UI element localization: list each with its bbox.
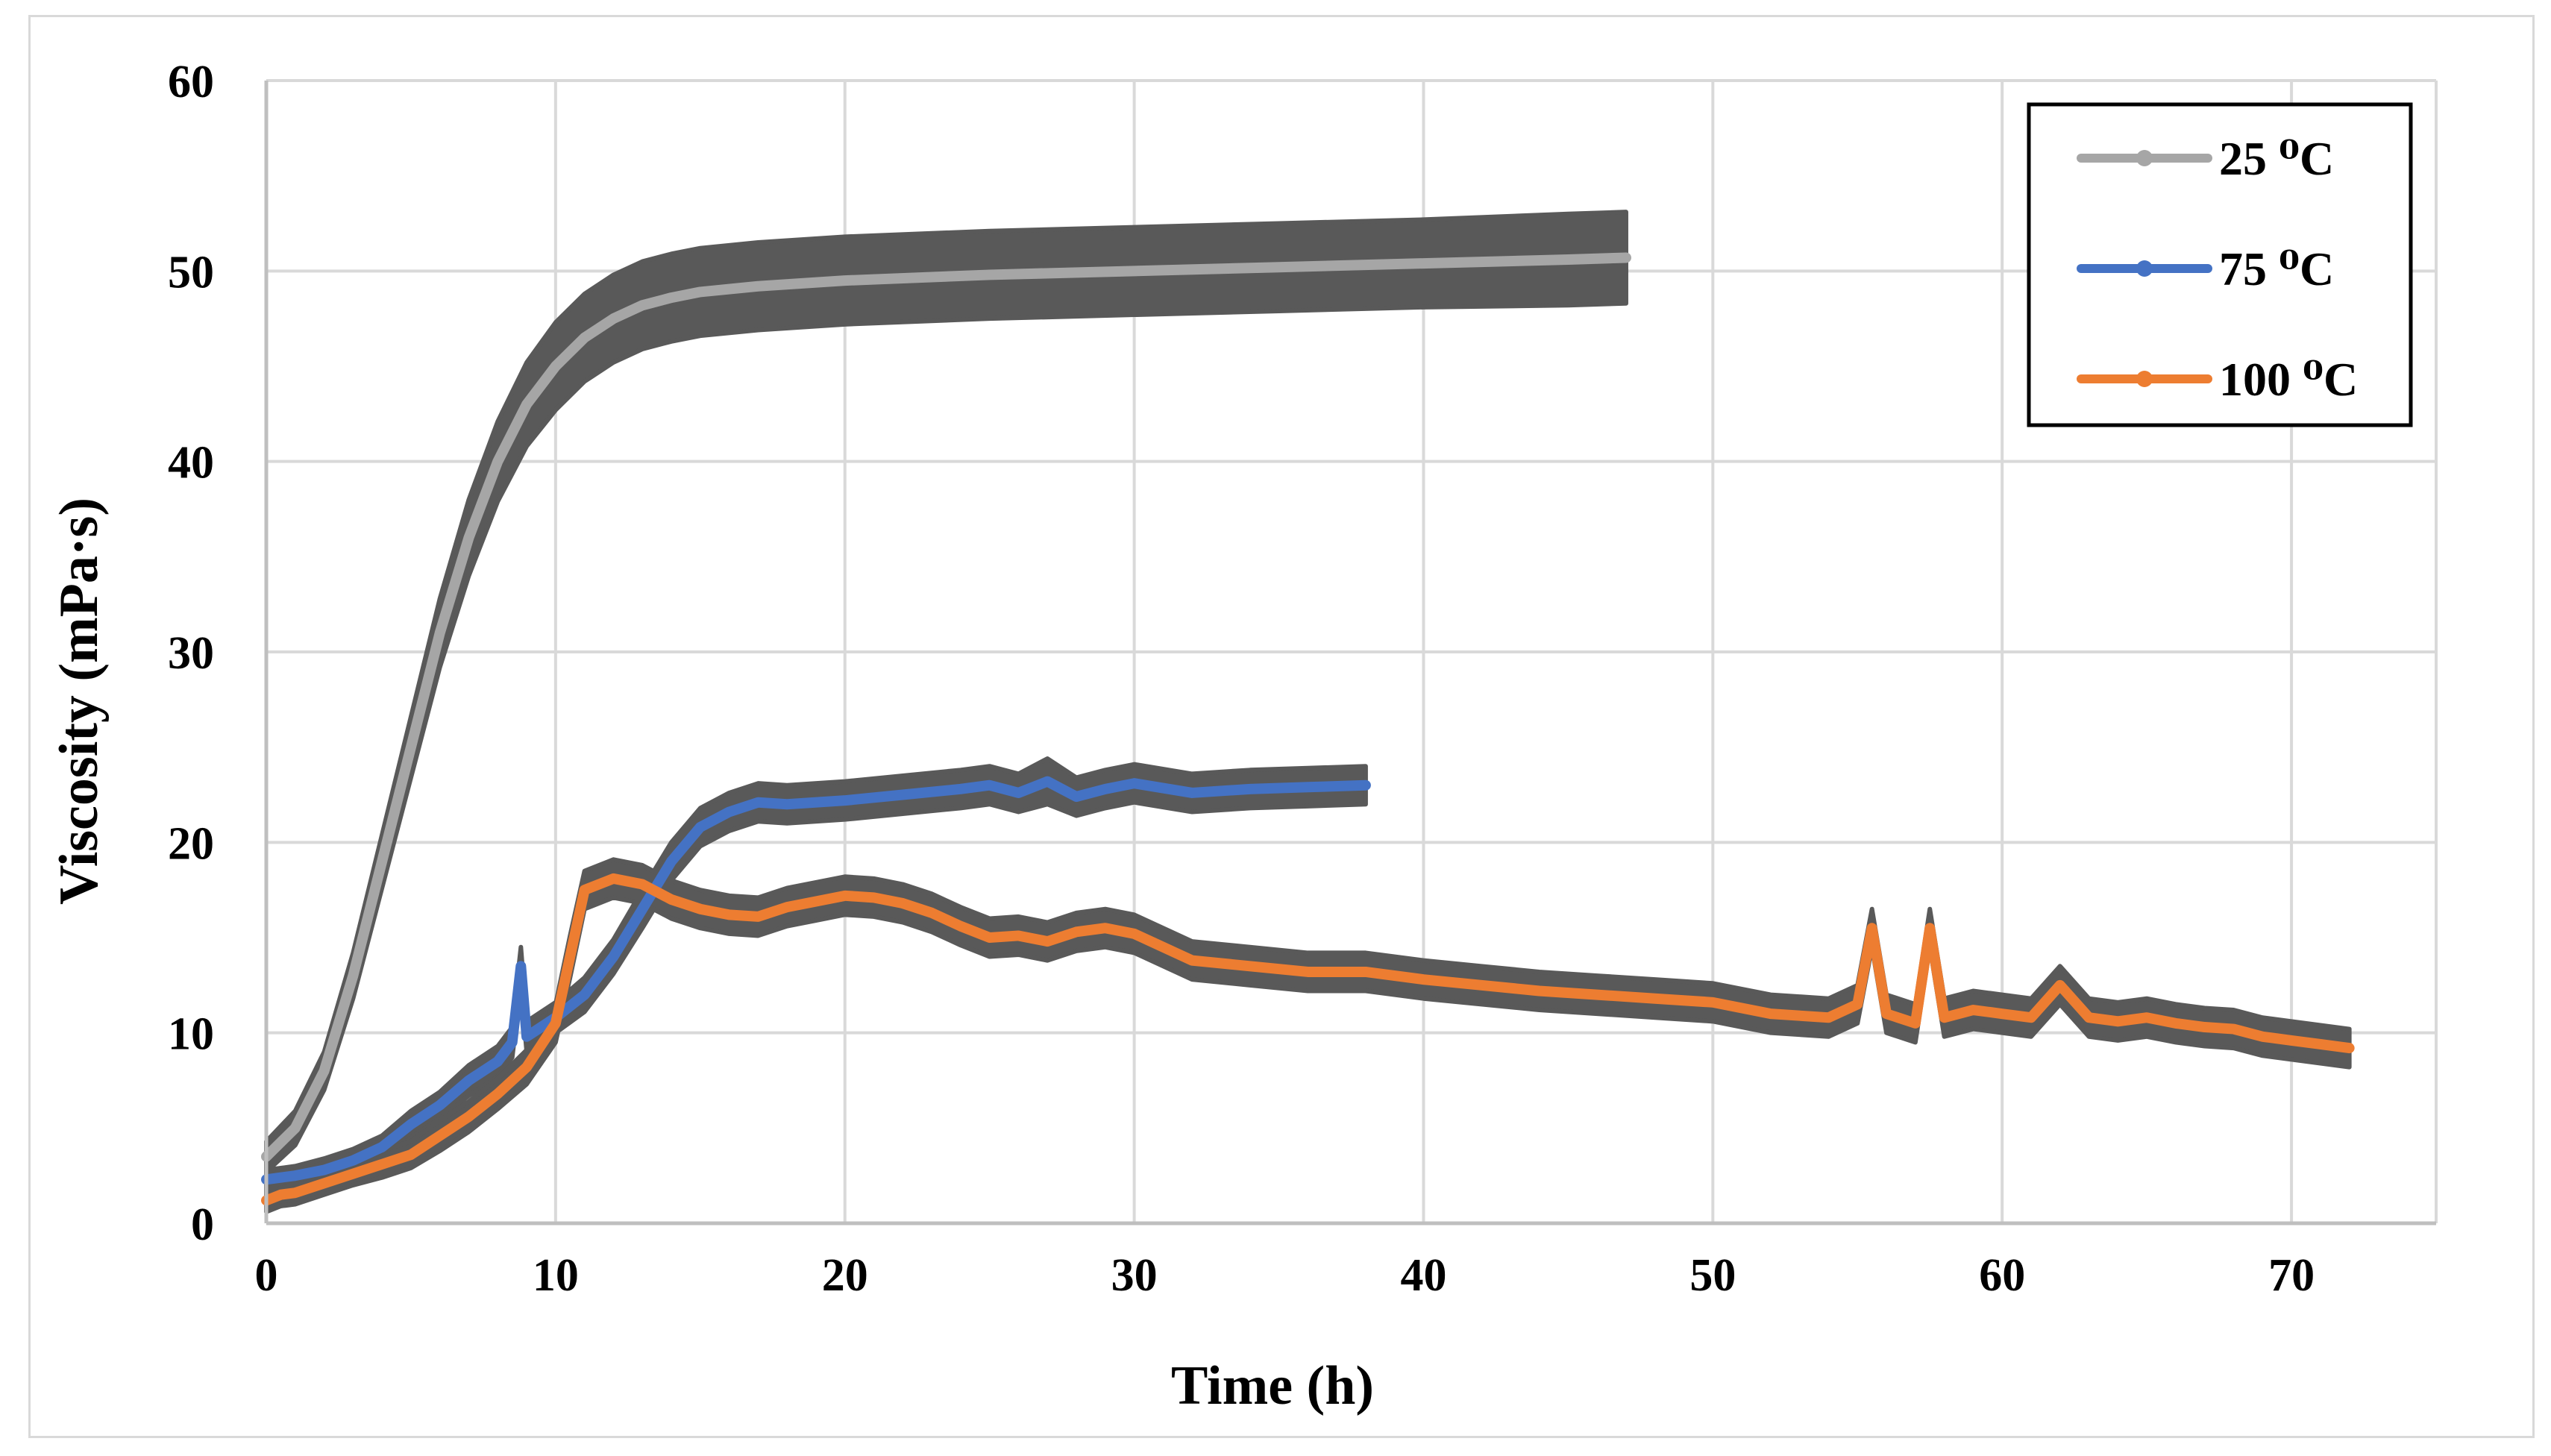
legend-swatch-marker — [2136, 150, 2153, 166]
x-tick-label: 30 — [1111, 1250, 1158, 1301]
y-tick-label: 40 — [168, 438, 214, 489]
y-axis-title: Viscosity (mPa·s) — [48, 498, 110, 905]
y-tick-label: 20 — [168, 818, 214, 869]
axes — [264, 81, 2436, 1226]
legend-swatch-marker — [2136, 371, 2153, 387]
x-tick-label: 70 — [2268, 1250, 2315, 1301]
error-band-series-0 — [264, 210, 1628, 1175]
x-tick-label: 0 — [255, 1250, 278, 1301]
tick-labels: 0 10 20 30 40 50 60 70 0 10 20 30 40 50 60 — [168, 57, 2315, 1301]
x-axis-title: Time (h) — [1171, 1355, 1374, 1416]
y-tick-label: 30 — [168, 628, 214, 679]
series-lines — [261, 252, 2355, 1206]
error-band-series-2 — [264, 857, 2352, 1214]
x-tick-label: 50 — [1689, 1250, 1736, 1301]
legend-label: 75 ⁰C — [2219, 242, 2334, 295]
legend-swatch-marker — [2136, 260, 2153, 277]
y-tick-label: 0 — [191, 1199, 214, 1250]
x-tick-label: 10 — [533, 1250, 579, 1301]
y-tick-label: 60 — [168, 57, 214, 107]
x-tick-label: 40 — [1400, 1250, 1446, 1301]
series-line-1 — [261, 776, 1371, 1185]
legend-label: 100 ⁰C — [2219, 353, 2358, 406]
legend: 25 ⁰C 75 ⁰C 100 ⁰C — [2027, 102, 2413, 427]
x-tick-label: 60 — [1979, 1250, 2025, 1301]
series-line-2 — [261, 873, 2355, 1206]
y-tick-label: 50 — [168, 247, 214, 298]
series-line-0 — [261, 252, 1631, 1162]
x-tick-label: 20 — [822, 1250, 868, 1301]
legend-label: 25 ⁰C — [2219, 132, 2334, 185]
y-tick-label: 10 — [168, 1009, 214, 1060]
